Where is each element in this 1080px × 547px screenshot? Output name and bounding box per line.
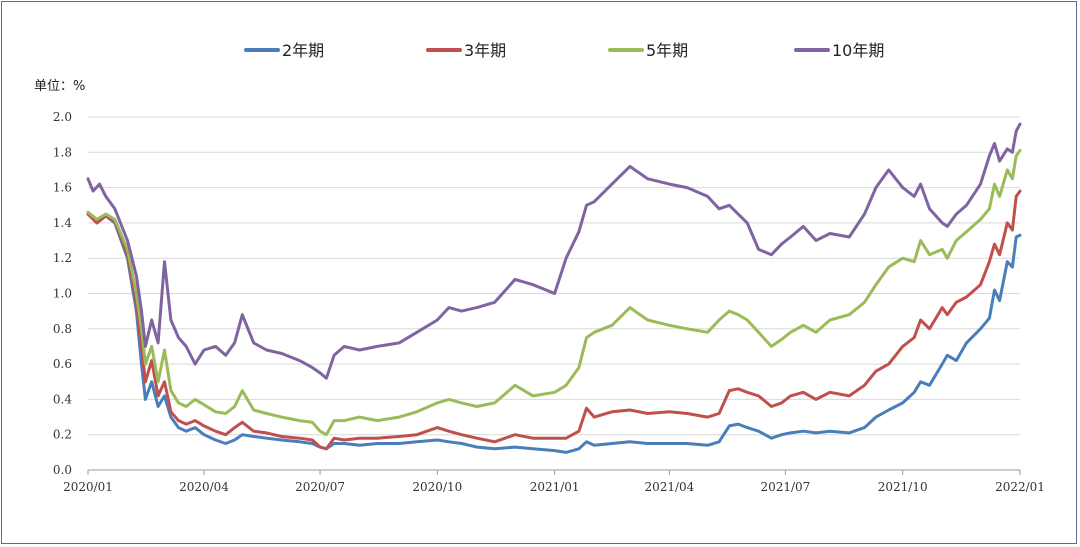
x-tick-label: 2021/01 [530, 480, 580, 494]
y-tick-label: 1.8 [53, 145, 72, 159]
legend-label: 5年期 [646, 41, 688, 60]
legend-label: 3年期 [464, 41, 506, 60]
x-axis-ticks: 2020/01 2020/04 2020/07 2020/10 2021/01 2021/… [63, 470, 1045, 494]
y-tick-label: 2.0 [53, 110, 72, 124]
x-tick-label: 2021/04 [644, 480, 694, 494]
x-tick-label: 2020/07 [295, 480, 345, 494]
y-tick-label: 0.2 [53, 428, 72, 442]
series-line-2 [86, 189, 1022, 451]
y-tick-label: 0.8 [53, 322, 72, 336]
x-tick-label: 2020/04 [179, 480, 229, 494]
legend-label: 2年期 [282, 41, 324, 60]
y-tick-label: 1.2 [53, 251, 72, 265]
x-tick-label: 2021/10 [878, 480, 928, 494]
series-lines [86, 122, 1022, 454]
series-line-1 [86, 212, 1022, 454]
y-tick-label: 1.0 [53, 287, 72, 301]
x-tick-label: 2020/01 [63, 480, 113, 494]
y-axis-ticks: 0.0 0.2 0.4 0.6 0.8 1.0 1.2 1.4 1.6 1.8 2.0 [53, 110, 72, 477]
x-tick-label: 2021/07 [760, 480, 810, 494]
y-tick-label: 1.6 [53, 181, 72, 195]
x-tick-label: 2020/10 [412, 480, 462, 494]
legend-label: 10年期 [832, 41, 884, 60]
y-tick-label: 0.6 [53, 357, 72, 371]
x-tick-label: 2022/01 [995, 480, 1045, 494]
unit-label: 单位：% [34, 79, 85, 94]
y-tick-label: 0.4 [53, 392, 72, 406]
y-tick-label: 0.0 [53, 463, 72, 477]
legend: 2年期 3年期 5年期 10年期 [244, 41, 884, 60]
series-line-4 [86, 122, 1022, 380]
y-tick-label: 1.4 [53, 216, 72, 230]
series-line-3 [86, 149, 1022, 437]
